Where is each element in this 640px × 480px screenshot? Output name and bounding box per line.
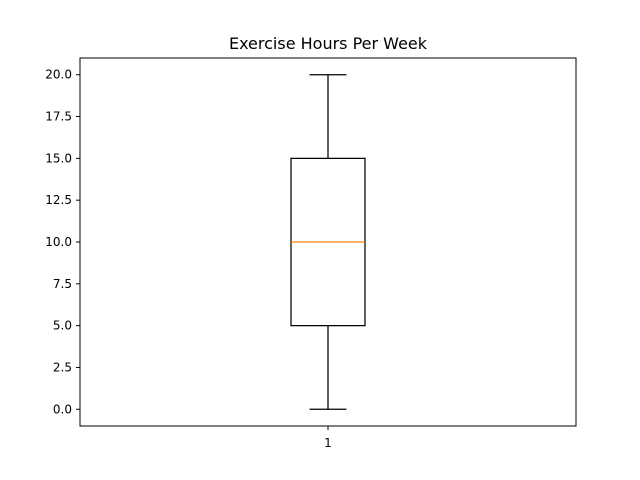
y-tick-label: 2.5 [53,360,72,374]
y-tick-label: 10.0 [45,235,72,249]
chart-title: Exercise Hours Per Week [229,34,428,53]
y-tick-label: 15.0 [45,151,72,165]
y-tick-label: 0.0 [53,402,72,416]
x-tick-label: 1 [324,436,332,450]
y-tick-label: 20.0 [45,68,72,82]
plot-area: 0.0 2.5 5.0 7.5 10.0 12.5 15.0 17.5 20.0 1 [45,57,577,450]
y-tick-label: 5.0 [53,319,72,333]
y-tick-label: 17.5 [45,110,72,124]
y-tick-label: 12.5 [45,193,72,207]
y-tick-label: 7.5 [53,277,72,291]
